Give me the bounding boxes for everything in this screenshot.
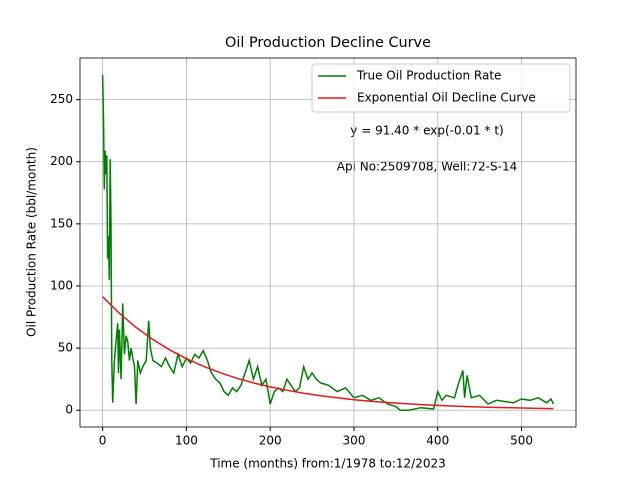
- series-line: [102, 296, 554, 410]
- legend-label: True Oil Production Rate: [356, 69, 501, 83]
- y-tick-label: 0: [65, 403, 73, 417]
- x-tick-label: 300: [343, 434, 366, 448]
- series-line: [101, 74, 555, 411]
- y-tick-label: 150: [50, 216, 73, 230]
- y-axis-label: Oil Production Rate (bbl/month): [25, 147, 39, 337]
- chart-title: Oil Production Decline Curve: [225, 35, 431, 51]
- x-tick-label: 100: [175, 434, 198, 448]
- annotation: y = 91.40 * exp(-0.01 * t): [350, 124, 503, 138]
- legend-label: Exponential Oil Decline Curve: [357, 91, 536, 105]
- annotation: Api No:2509708, Well:72-S-14: [337, 160, 517, 174]
- x-tick-label: 0: [99, 434, 107, 448]
- y-tick-label: 100: [50, 278, 73, 292]
- x-tick-label: 400: [426, 434, 449, 448]
- y-tick-label: 200: [50, 154, 73, 168]
- x-tick-label: 200: [259, 434, 282, 448]
- y-tick-label: 250: [50, 92, 73, 106]
- x-tick-label: 500: [510, 434, 533, 448]
- legend-box: [311, 63, 571, 113]
- x-axis-label: Time (months) from:1/1978 to:12/2023: [209, 457, 446, 471]
- y-tick-label: 50: [58, 341, 73, 355]
- plot-frame: [79, 57, 577, 428]
